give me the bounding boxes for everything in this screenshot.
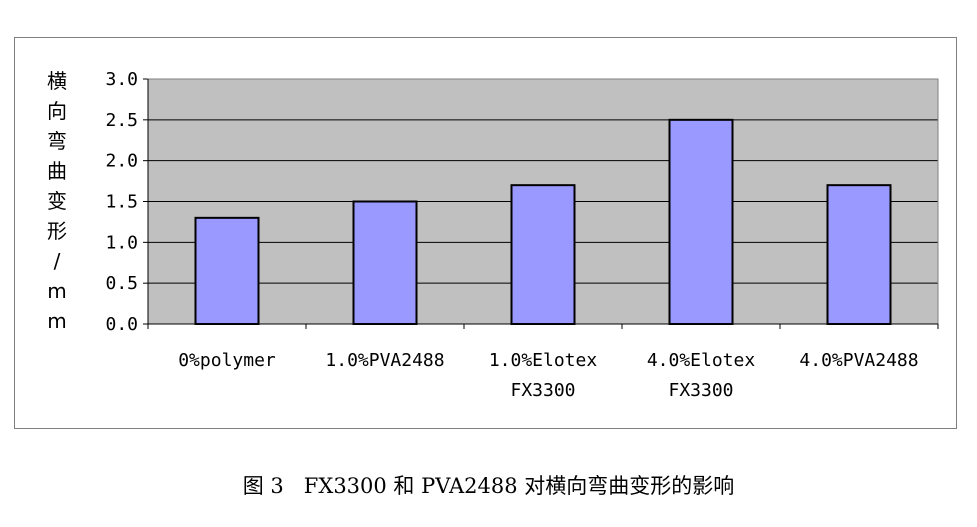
- x-tick-label: FX3300: [668, 380, 733, 401]
- x-tick-label: FX3300: [510, 380, 575, 401]
- bar: [826, 184, 892, 325]
- y-tick-labels: 0.0 0.5 1.0 1.5 2.0 2.5 3.0: [105, 69, 138, 335]
- x-tick-label: 1.0%PVA2488: [325, 350, 444, 371]
- bar: [194, 216, 260, 325]
- x-tick-label: 4.0%PVA2488: [799, 350, 918, 371]
- y-axis-label-char: 弯: [47, 129, 67, 153]
- y-axis-label-char: 横: [47, 69, 67, 93]
- y-tick-label: 2.5: [105, 110, 138, 131]
- x-tick-label: 1.0%Elotex: [489, 350, 598, 371]
- chart-frame: 0.0 0.5 1.0 1.5 2.0 2.5 3.0 0%polymer 1.0%PVA24…: [14, 37, 957, 429]
- x-tick-label: 0%polymer: [178, 350, 276, 371]
- y-tick-label: 2.0: [105, 151, 138, 172]
- figure-caption: 图 3 FX3300 和 PVA2488 对横向弯曲变形的影响: [242, 474, 735, 498]
- axes: [143, 78, 939, 329]
- bars: [194, 118, 892, 326]
- bar: [668, 118, 734, 326]
- y-axis-label-char: m: [47, 309, 66, 333]
- x-tick-labels: 0%polymer 1.0%PVA2488 1.0%Elotex FX3300 4.0%…: [178, 350, 918, 401]
- bar: [510, 184, 576, 325]
- y-axis-label-char: m: [47, 279, 66, 303]
- y-axis-label: 横向弯曲变形 / mm: [47, 69, 67, 333]
- y-axis-label-char: /: [54, 249, 61, 273]
- y-tick-label: 3.0: [105, 69, 138, 90]
- y-axis-label-char: 形: [47, 219, 67, 243]
- y-axis-label-char: 变: [47, 189, 67, 213]
- y-tick-label: 0.0: [105, 314, 138, 335]
- y-tick-label: 1.5: [105, 192, 138, 213]
- y-axis-label-char: 向: [47, 99, 67, 123]
- bar: [352, 200, 418, 325]
- bar-chart: 0.0 0.5 1.0 1.5 2.0 2.5 3.0 0%polymer 1.0%PVA24…: [47, 69, 939, 401]
- y-tick-label: 1.0: [105, 232, 138, 253]
- x-tick-label: 4.0%Elotex: [647, 350, 756, 371]
- y-axis-label-char: 曲: [47, 159, 67, 183]
- y-tick-label: 0.5: [105, 273, 138, 294]
